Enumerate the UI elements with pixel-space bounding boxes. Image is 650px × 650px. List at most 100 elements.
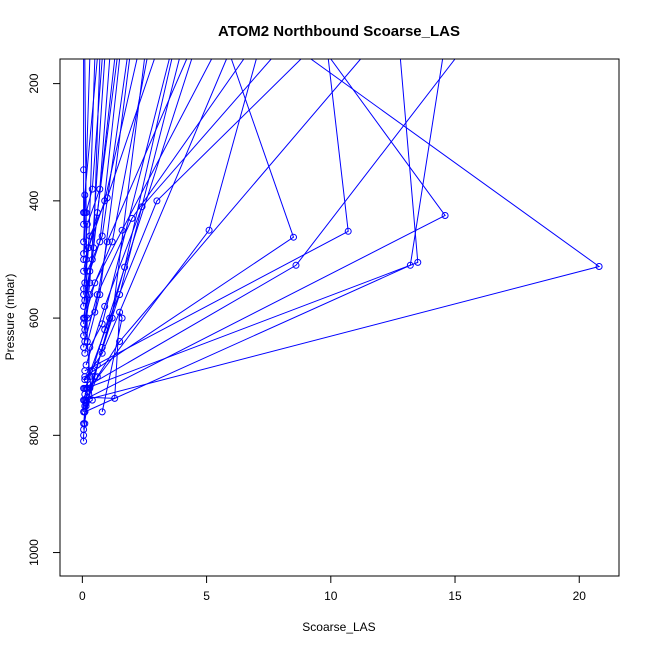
y-axis: 200 400 600 800 1000: [27, 73, 61, 566]
data-point: [118, 314, 126, 322]
data-point: [82, 361, 90, 369]
data-point: [98, 232, 106, 240]
data-point: [86, 279, 94, 287]
data-point: [205, 226, 213, 234]
data-point: [80, 220, 88, 228]
chart-title: ATOM2 Northbound Scoarse_LAS: [218, 23, 460, 40]
series-line-7: [84, 59, 349, 372]
data-point: [80, 426, 88, 433]
x-tick-label: 15: [448, 589, 462, 603]
series-line-1: [83, 59, 444, 424]
data-point: [80, 238, 88, 246]
x-axis: 0 5 10 15 20: [79, 575, 587, 603]
data-point: [81, 402, 89, 410]
data-point: [86, 267, 94, 275]
series-line-33: [85, 59, 361, 404]
data-point: [344, 227, 352, 235]
y-axis-label: Pressure (mbar): [3, 274, 17, 361]
plot-frame: [59, 58, 620, 577]
data-point: [86, 232, 94, 240]
series-line-31: [83, 59, 145, 430]
series-line-13: [83, 59, 128, 307]
data-point: [93, 291, 101, 299]
data-point: [98, 320, 106, 328]
data-point: [101, 302, 109, 310]
y-tick-label: 400: [27, 191, 41, 211]
y-tick-label: 200: [27, 73, 41, 93]
data-point: [121, 263, 129, 271]
data-point: [88, 185, 96, 193]
data-point: [80, 332, 88, 340]
data-point: [128, 214, 136, 222]
data-point: [292, 261, 300, 269]
series-line-17: [83, 59, 111, 260]
data-point: [414, 258, 422, 266]
data-point: [116, 308, 124, 316]
data-point: [108, 314, 116, 322]
x-tick-label: 5: [203, 589, 210, 603]
y-tick-label: 1000: [27, 539, 41, 566]
data-point: [98, 408, 106, 416]
data-point: [118, 226, 126, 234]
data-point: [86, 373, 94, 381]
x-axis-label: Scoarse_LAS: [302, 620, 375, 634]
series-line-35: [83, 59, 96, 289]
data-point: [103, 238, 111, 246]
data-point: [96, 185, 104, 193]
series-line-24: [85, 59, 272, 366]
data-point: [88, 396, 96, 404]
data-point: [90, 244, 97, 252]
data-point: [81, 376, 89, 384]
data-point: [98, 349, 106, 357]
data-point: [80, 209, 88, 217]
data-point: [93, 209, 101, 217]
y-tick-label: 600: [27, 308, 41, 328]
data-point: [91, 373, 99, 381]
data-point: [91, 308, 99, 316]
data-point: [83, 220, 91, 228]
series-line-8: [84, 59, 257, 395]
data-point: [93, 373, 101, 381]
x-tick-label: 0: [79, 589, 86, 603]
data-point: [80, 320, 88, 328]
data-point: [441, 212, 449, 219]
data-point: [83, 338, 91, 345]
data-point: [111, 394, 119, 402]
data-point: [88, 367, 96, 375]
points-group: [80, 166, 603, 445]
series-line-34: [84, 59, 227, 380]
data-point: [88, 256, 96, 263]
data-point: [406, 261, 414, 269]
series-group: [83, 59, 601, 442]
plot-area: [80, 59, 603, 445]
series-line-19: [83, 59, 91, 242]
data-point: [81, 384, 89, 392]
data-point: [106, 314, 114, 322]
data-point: [108, 238, 116, 246]
series-line-6: [83, 59, 456, 389]
data-point: [81, 297, 89, 304]
data-point: [81, 349, 89, 357]
data-point: [138, 203, 146, 211]
data-point: [80, 166, 88, 174]
data-point: [103, 194, 111, 202]
y-tick-label: 800: [27, 425, 41, 445]
data-point: [595, 263, 603, 270]
data-point: [153, 197, 161, 205]
chart-title-group: ATOM2 Northbound Scoarse_LAS: [218, 23, 460, 40]
x-tick-label: 20: [573, 589, 587, 603]
data-point: [80, 285, 88, 293]
series-line-5: [84, 59, 295, 378]
data-point: [101, 326, 109, 334]
series-line-22: [84, 59, 213, 319]
data-point: [85, 244, 93, 252]
data-point: [80, 250, 88, 258]
data-point: [93, 361, 101, 369]
data-point: [116, 338, 124, 345]
data-point: [96, 238, 104, 246]
series-line-28: [83, 59, 106, 336]
x-tick-label: 10: [324, 589, 338, 603]
data-point: [91, 279, 99, 287]
data-point: [83, 314, 91, 322]
